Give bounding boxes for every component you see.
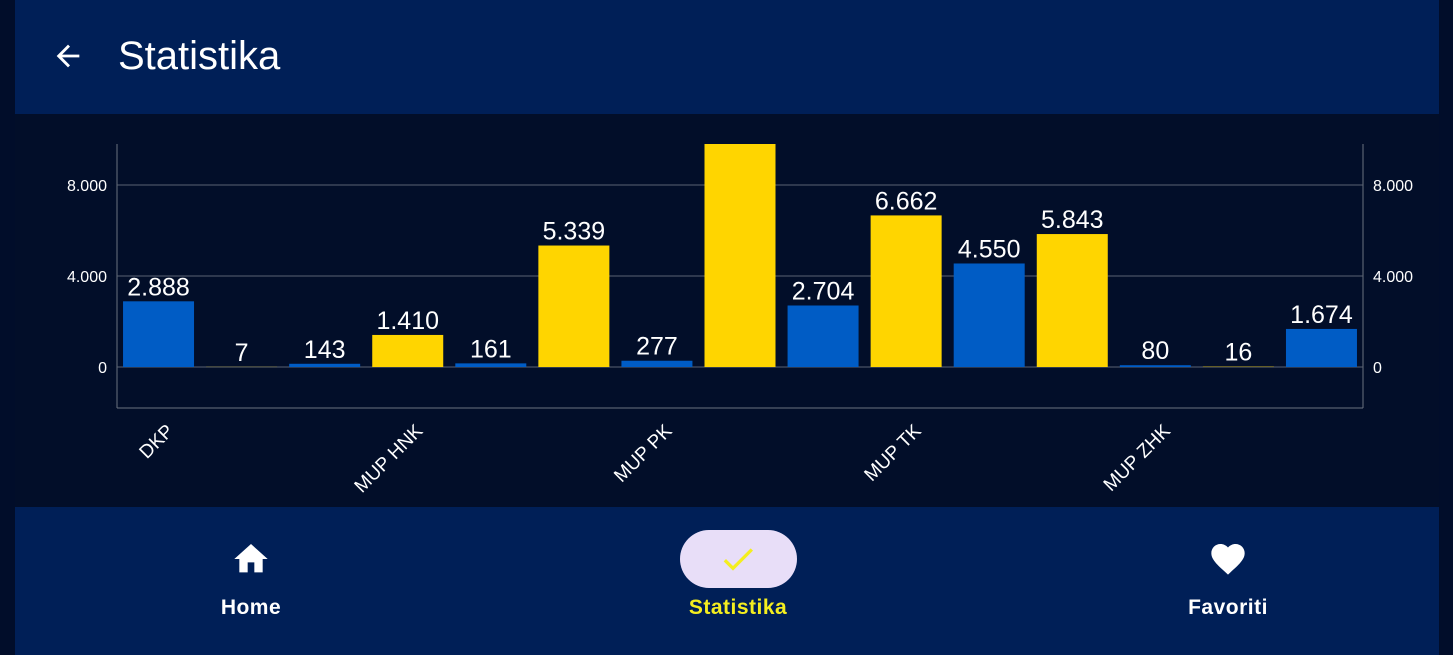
y-tick-label-right: 0 [1373,360,1382,377]
y-tick-label-left: 8.000 [67,178,107,195]
bar-value-label: 6.662 [875,187,938,215]
nav-statistika-label: Statistika [688,596,788,619]
right-edge [1439,0,1453,655]
arrow-left-icon [56,44,80,68]
bar [538,245,610,368]
bar [704,144,776,368]
back-button[interactable] [48,36,88,76]
bar [1285,328,1357,368]
bar-value-label: 1.674 [1290,301,1353,329]
app-bar: Statistika [15,0,1439,114]
y-tick-label-left: 0 [98,360,107,377]
y-tick-label-left: 4.000 [67,269,107,286]
bottom-navigation: Home Statistika Favoriti [15,507,1439,655]
check-icon [723,548,753,571]
bar-value-label: 4.550 [958,235,1021,263]
x-tick-label: MUP TK [861,420,926,485]
page-title: Statistika [118,34,281,78]
bar-value-label: 2.888 [127,273,190,301]
bar [123,301,195,368]
bar-value-label: 2.704 [792,277,855,305]
bar [953,263,1025,368]
x-tick-label: MUP ZHK [1100,420,1175,495]
bar-value-label: 1.410 [376,307,439,335]
bar-value-label: 143 [304,336,346,364]
x-tick-label: MUP PK [610,420,676,486]
y-tick-label-right: 4.000 [1373,269,1413,286]
bar-value-label: 277 [636,333,678,361]
nav-favoriti-icon-wrap [1170,530,1287,588]
nav-home[interactable]: Home [101,507,401,655]
left-edge [0,0,15,655]
bar [372,334,444,368]
bar-value-label: 16 [1224,339,1252,367]
bar [870,215,942,368]
nav-statistika-icon-wrap [679,530,797,588]
bar [787,305,859,368]
bar-value-label: 161 [470,335,512,363]
statistics-chart: 0 0 4.000 4.000 8.000 8.000 2.888 7 143 1.410 161 5… [15,114,1439,507]
bar-value-label: 5.843 [1041,206,1104,234]
heart-icon [1211,544,1245,575]
bar [1036,234,1108,368]
nav-favoriti-label: Favoriti [1188,596,1268,619]
bar-value-label: 7 [235,339,249,367]
x-tick-label: MUP HNK [351,420,428,497]
nav-home-label: Home [220,596,282,619]
bar [621,360,693,368]
y-tick-label-right: 8.000 [1373,178,1413,195]
bar [1119,365,1191,368]
bar-value-label: 80 [1141,337,1169,365]
home-icon [234,544,268,573]
nav-statistika[interactable]: Statistika [588,507,888,655]
bar [455,363,527,368]
nav-favoriti[interactable]: Favoriti [1078,507,1378,655]
bar-chart: 0 0 4.000 4.000 8.000 8.000 2.888 7 143 1.410 161 5… [67,144,1413,497]
bar [289,363,361,368]
bar-value-label: 5.339 [543,218,606,246]
nav-home-icon-wrap [193,530,310,588]
x-tick-label: DKP [136,421,178,463]
